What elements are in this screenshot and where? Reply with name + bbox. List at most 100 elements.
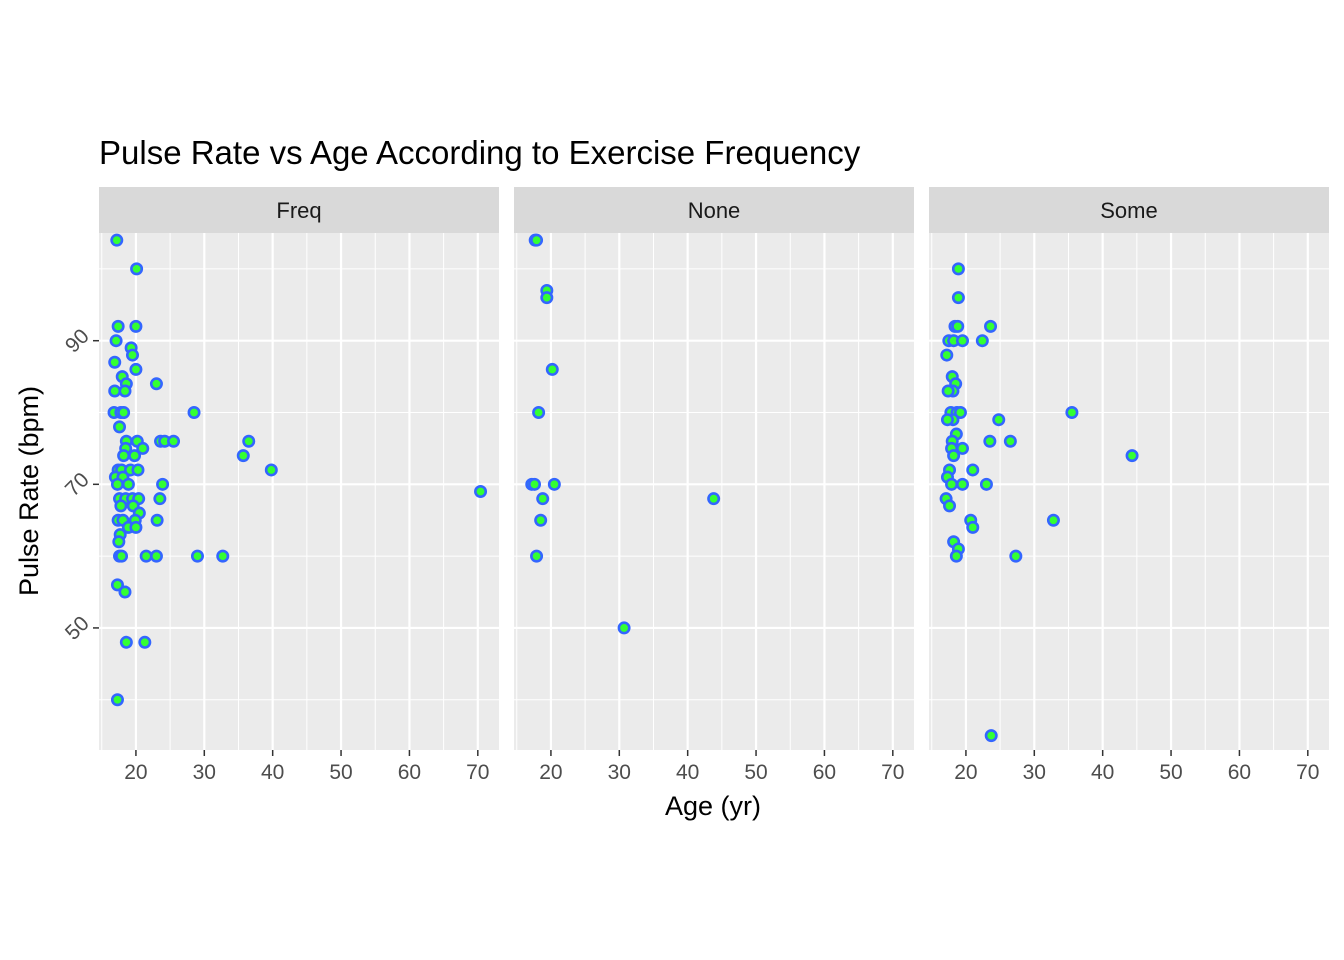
data-point bbox=[540, 291, 554, 305]
data-point bbox=[975, 334, 989, 348]
data-point bbox=[131, 463, 145, 477]
data-point bbox=[110, 693, 124, 707]
data-point bbox=[113, 420, 127, 434]
data-point bbox=[1125, 449, 1139, 463]
data-point bbox=[940, 348, 954, 362]
data-point bbox=[528, 477, 542, 491]
panel-background bbox=[929, 233, 1329, 750]
data-point bbox=[984, 319, 998, 333]
data-point bbox=[118, 585, 132, 599]
data-point bbox=[156, 477, 170, 491]
data-point bbox=[1003, 434, 1017, 448]
data-point bbox=[129, 520, 143, 534]
facet-panels: Freq 20 30 40 50 60 70 None 20 30 40 50 60 70 Some 20 30… bbox=[99, 187, 1329, 784]
data-point bbox=[956, 441, 970, 455]
data-point bbox=[150, 513, 164, 527]
chart-title: Pulse Rate vs Age According to Exercise … bbox=[99, 134, 861, 171]
data-point bbox=[966, 520, 980, 534]
data-point bbox=[236, 449, 250, 463]
x-tick-label: 60 bbox=[398, 761, 421, 784]
x-tick-label: 40 bbox=[1091, 761, 1114, 784]
x-tick-label: 20 bbox=[539, 761, 562, 784]
data-point bbox=[956, 477, 970, 491]
data-point bbox=[966, 463, 980, 477]
data-point bbox=[129, 319, 143, 333]
data-point bbox=[707, 492, 721, 506]
x-tick-label: 70 bbox=[881, 761, 904, 784]
data-point bbox=[949, 549, 963, 563]
facet-strip-label: None bbox=[688, 198, 741, 223]
data-point bbox=[149, 377, 163, 391]
data-point bbox=[139, 549, 153, 563]
x-tick-label: 50 bbox=[1159, 761, 1182, 784]
facet-strip bbox=[929, 187, 1329, 233]
data-point bbox=[264, 463, 278, 477]
data-point bbox=[951, 291, 965, 305]
facet-panel-freq: Freq 20 30 40 50 60 70 bbox=[99, 187, 499, 784]
data-point bbox=[114, 499, 128, 513]
data-point bbox=[1009, 549, 1023, 563]
data-point bbox=[112, 535, 126, 549]
data-point bbox=[940, 413, 954, 427]
data-point bbox=[945, 477, 959, 491]
x-tick-label: 30 bbox=[193, 761, 216, 784]
data-point bbox=[983, 434, 997, 448]
data-point bbox=[153, 492, 167, 506]
data-point bbox=[115, 549, 129, 563]
x-tick-label: 60 bbox=[813, 761, 836, 784]
data-point bbox=[547, 477, 561, 491]
data-point bbox=[108, 355, 122, 369]
facet-strip-label: Some bbox=[1100, 198, 1157, 223]
data-point bbox=[111, 319, 125, 333]
facet-strip-label: Freq bbox=[276, 198, 321, 223]
data-point bbox=[956, 334, 970, 348]
points-freq bbox=[107, 233, 488, 707]
data-point bbox=[530, 233, 544, 247]
x-tick-label: 20 bbox=[954, 761, 977, 784]
data-point bbox=[110, 477, 124, 491]
facet-strip bbox=[514, 187, 914, 233]
data-point bbox=[242, 434, 256, 448]
data-point bbox=[121, 477, 135, 491]
y-axis-title: Pulse Rate (bpm) bbox=[14, 386, 44, 596]
data-point bbox=[167, 434, 181, 448]
x-tick-label: 40 bbox=[676, 761, 699, 784]
data-point bbox=[216, 549, 230, 563]
data-point bbox=[190, 549, 204, 563]
facet-strip bbox=[99, 187, 499, 233]
data-point bbox=[953, 406, 967, 420]
data-point bbox=[110, 233, 124, 247]
data-point bbox=[109, 334, 123, 348]
data-point bbox=[530, 549, 544, 563]
points-none bbox=[525, 233, 721, 635]
data-point bbox=[187, 406, 201, 420]
x-tick-label: 20 bbox=[124, 761, 147, 784]
data-point bbox=[532, 406, 546, 420]
facet-panel-some: Some 20 30 40 50 60 70 bbox=[929, 187, 1329, 784]
x-tick-label: 70 bbox=[1296, 761, 1319, 784]
data-point bbox=[117, 406, 131, 420]
data-point bbox=[128, 449, 142, 463]
data-point bbox=[941, 384, 955, 398]
x-tick-label: 50 bbox=[744, 761, 767, 784]
x-tick-label: 40 bbox=[261, 761, 284, 784]
data-point bbox=[138, 635, 152, 649]
data-point bbox=[984, 729, 998, 743]
data-point bbox=[126, 348, 140, 362]
data-point bbox=[474, 484, 488, 498]
x-axis-title: Age (yr) bbox=[665, 791, 761, 821]
data-point bbox=[979, 477, 993, 491]
panel-background bbox=[514, 233, 914, 750]
data-point bbox=[947, 449, 961, 463]
data-point bbox=[951, 319, 965, 333]
data-point bbox=[149, 549, 163, 563]
panel-background bbox=[99, 233, 499, 750]
x-tick-label: 50 bbox=[329, 761, 352, 784]
x-tick-label: 70 bbox=[466, 761, 489, 784]
data-point bbox=[110, 578, 124, 592]
facet-panel-none: None 20 30 40 50 60 70 bbox=[514, 187, 914, 784]
data-point bbox=[108, 384, 122, 398]
data-point bbox=[117, 449, 131, 463]
data-point bbox=[119, 635, 133, 649]
data-point bbox=[545, 362, 559, 376]
